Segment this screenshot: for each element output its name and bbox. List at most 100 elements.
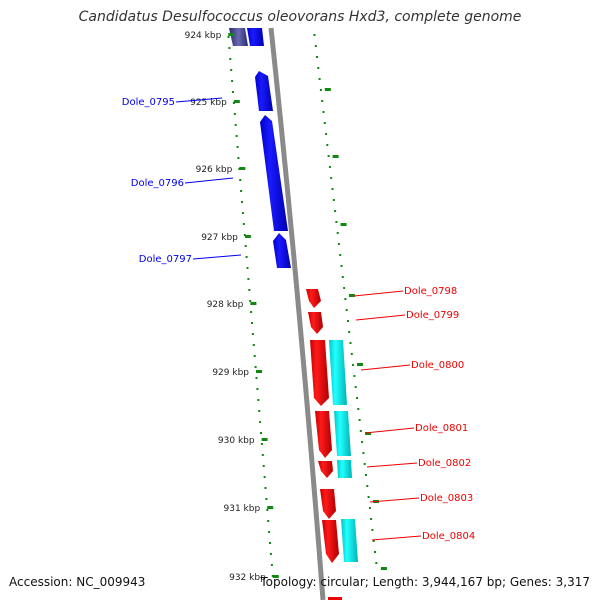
gene-label-dole-0803[interactable]: Dole_0803: [420, 493, 473, 504]
scale-tick-label: 924 kbp: [185, 31, 222, 41]
gene-feature-partial: [247, 28, 264, 46]
scale-dot: [349, 342, 352, 344]
gene-leader-line: [371, 535, 422, 541]
gene-label-dole-0799[interactable]: Dole_0799: [406, 310, 459, 321]
scale-dot: [244, 245, 247, 247]
scale-tick-labels: 924 kbp 925 kbp 926 kbp 927 kbp 928 kbp 929 k…: [185, 31, 266, 583]
scale-dot: [314, 45, 317, 47]
scale-dot: [255, 377, 258, 379]
scale-dot: [343, 287, 346, 289]
scale-dot: [372, 540, 375, 542]
gene-dole-0804-arrow: [322, 520, 339, 563]
scale-dot: [241, 212, 244, 214]
accession-label: Accession: NC_009943: [9, 575, 146, 589]
scale-tick-label: 925 kbp: [190, 98, 227, 108]
scale-tick: [332, 155, 339, 158]
scale-dot: [258, 410, 261, 412]
gene-leader-line: [369, 497, 420, 503]
scale-dot: [370, 518, 373, 520]
scale-dot: [337, 243, 340, 245]
scale-dot: [253, 355, 256, 357]
scale-dot: [335, 221, 338, 223]
gene-label-dole-0796[interactable]: Dole_0796: [131, 178, 184, 189]
gene-label-dole-0802[interactable]: Dole_0802: [418, 458, 471, 469]
scale-dot: [251, 333, 254, 335]
scale-dot: [313, 34, 316, 36]
scale-dot: [341, 276, 344, 278]
gene-leader-line: [353, 290, 404, 297]
scale-dot: [232, 91, 234, 93]
scale-dot: [248, 289, 251, 291]
scale-dot: [260, 443, 263, 445]
rna-feature-0804: [341, 519, 358, 562]
scale-dot: [267, 520, 270, 522]
scale-tick-label: 927 kbp: [201, 233, 238, 243]
scale-dot: [316, 56, 318, 58]
scale-tick: [272, 575, 279, 578]
scale-tick: [239, 167, 246, 170]
gene-label-dole-0798[interactable]: Dole_0798: [404, 286, 457, 297]
gene-labels: Dole_0795 Dole_0796 Dole_0797 Dole_0798 Dole…: [122, 97, 475, 542]
gene-leader-line: [366, 462, 418, 468]
scale-dot: [228, 47, 231, 49]
scale-dot: [262, 465, 265, 467]
gene-dole-0795-arrow: [255, 71, 273, 111]
scale-dot: [240, 190, 243, 192]
gene-label-dole-0804[interactable]: Dole_0804: [422, 531, 475, 542]
gene-dole-0802-arrow: [318, 461, 333, 478]
scale-dot: [367, 496, 370, 498]
scale-dot: [344, 298, 347, 300]
scale-dot: [331, 188, 334, 190]
genome-backbone: [268, 27, 326, 600]
scale-dot: [247, 278, 250, 280]
scale-dot: [252, 344, 255, 346]
gene-label-dole-0797[interactable]: Dole_0797: [139, 254, 192, 265]
rna-feature-0801: [334, 411, 351, 456]
scale-dot: [317, 67, 320, 69]
scale-dot: [260, 432, 262, 434]
scale-dot: [237, 157, 240, 159]
scale-tick: [357, 363, 363, 366]
scale-tick: [340, 223, 347, 226]
gene-feature-partial: [229, 28, 248, 46]
gene-label-dole-0801[interactable]: Dole_0801: [415, 423, 468, 434]
scale-dot: [325, 133, 328, 135]
gene-dole-0798-arrow: [306, 289, 321, 308]
scale-tick-label: 928 kbp: [207, 300, 244, 310]
gene-label-dole-0800[interactable]: Dole_0800: [411, 360, 464, 371]
right-strand-track: [306, 289, 358, 600]
scale-dot: [245, 256, 248, 258]
scale-dot: [269, 542, 271, 544]
scale-dot: [354, 386, 357, 388]
scale-dot: [236, 146, 239, 148]
scale-tick: [365, 432, 372, 435]
scale-dot: [246, 267, 249, 269]
scale-tick: [261, 438, 268, 441]
scale-dot: [352, 364, 355, 366]
scale-tick: [244, 235, 251, 238]
scale-tick: [267, 506, 274, 509]
gene-dole-0797-arrow: [273, 233, 291, 268]
scale-dot: [243, 234, 246, 236]
gene-dole-0800-arrow: [310, 340, 329, 406]
gene-dole-0799-arrow: [308, 312, 323, 334]
scale-dot: [242, 223, 245, 225]
scale-dot: [330, 177, 333, 179]
scale-dot: [254, 366, 257, 368]
scale-tick: [324, 88, 331, 91]
scale-dot: [327, 155, 330, 157]
scale-dot: [234, 124, 237, 126]
scale-dot: [319, 89, 322, 91]
scale-tick-label: 931 kbp: [224, 504, 261, 514]
scale-dot: [239, 179, 242, 181]
gene-leader-line: [175, 97, 223, 103]
gene-label-dole-0795[interactable]: Dole_0795: [122, 97, 175, 108]
scale-dot: [328, 166, 331, 168]
scale-dot: [251, 322, 253, 324]
scale-dot: [363, 463, 366, 465]
scale-tick: [233, 100, 240, 103]
scale-dot: [374, 551, 376, 553]
left-strand-track: [229, 28, 291, 268]
scale-dot: [235, 135, 238, 137]
